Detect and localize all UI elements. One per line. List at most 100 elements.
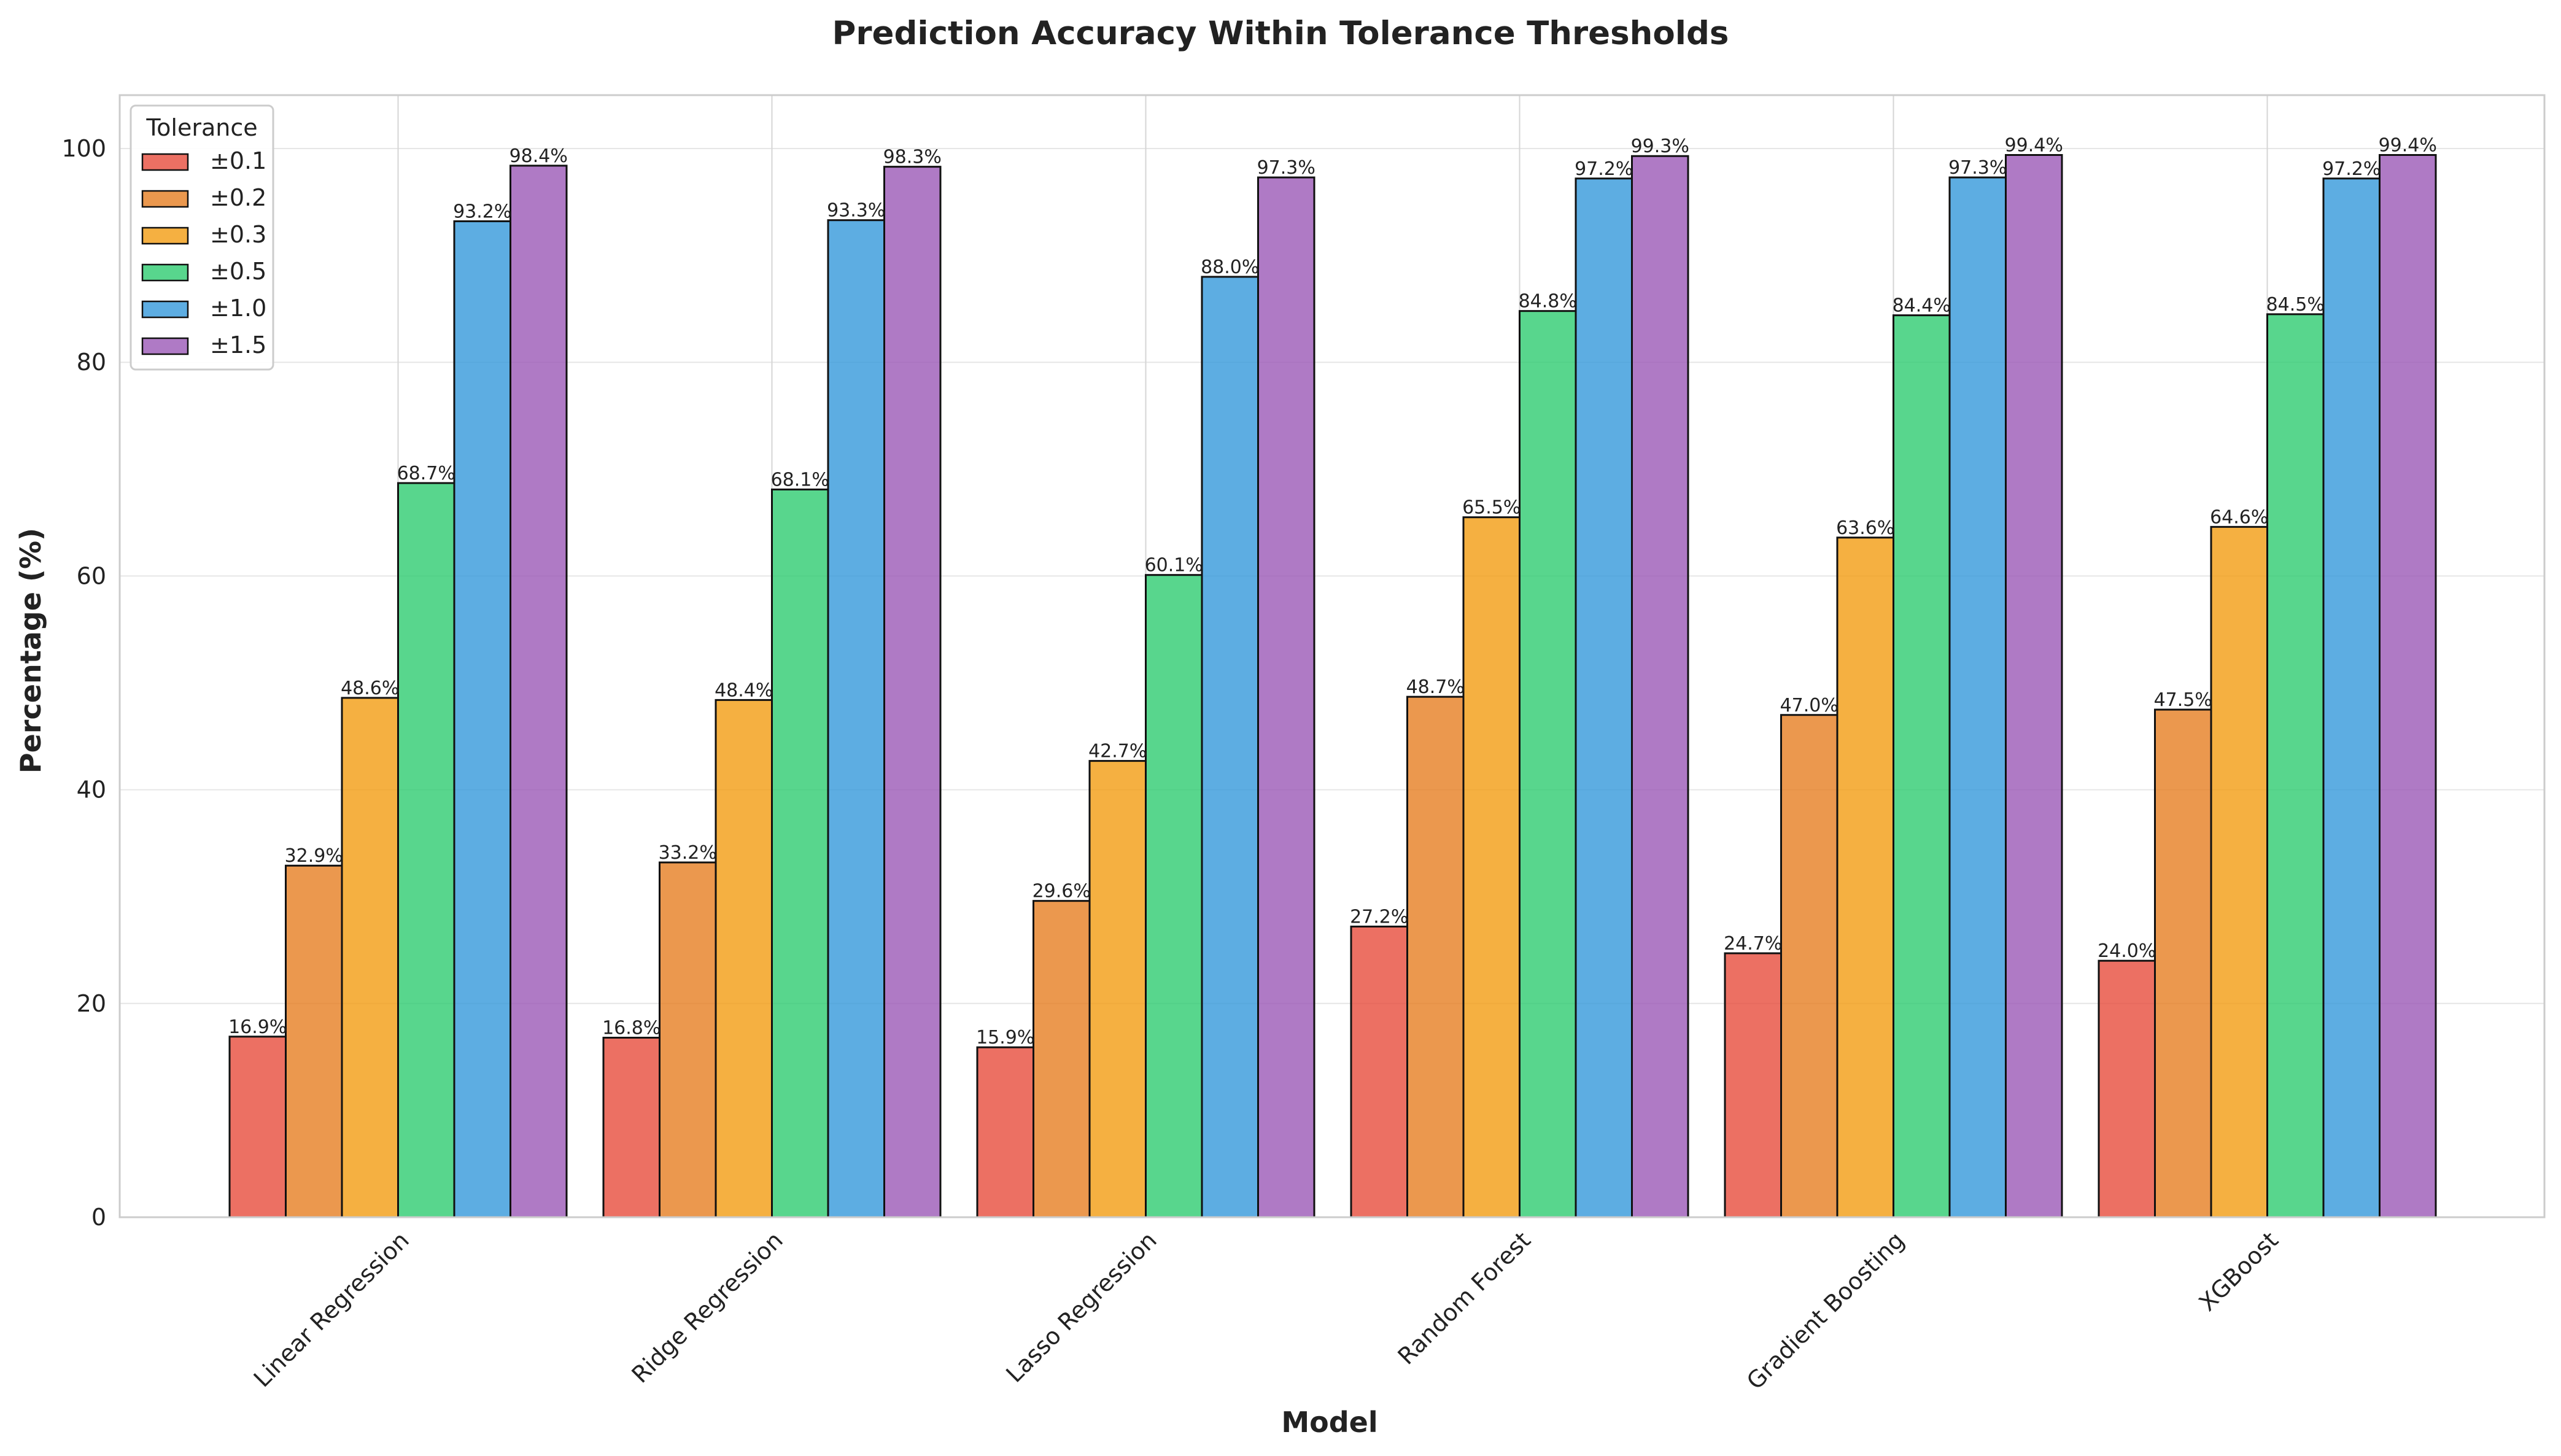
data-label-lasso-regression-3: 42.7%	[1088, 741, 1147, 762]
bar-xgboost-5	[2322, 177, 2381, 1218]
legend-label-6: ±1.5	[210, 331, 266, 358]
data-label-linear-regression-5: 93.2%	[453, 201, 511, 222]
bar-xgboost-1	[2098, 959, 2156, 1218]
bar-linear-regression-6	[509, 165, 568, 1218]
bar-linear-regression-5	[453, 220, 511, 1218]
data-label-lasso-regression-6: 97.3%	[1257, 157, 1315, 179]
bar-gradient-boosting-6	[2005, 153, 2063, 1218]
bar-gradient-boosting-5	[1948, 176, 2007, 1218]
legend-label-2: ±0.2	[210, 184, 266, 211]
bar-lasso-regression-1	[976, 1046, 1034, 1218]
data-label-random-forest-1: 27.2%	[1350, 906, 1408, 927]
legend-swatch-5	[141, 300, 189, 319]
data-label-lasso-regression-5: 88.0%	[1201, 257, 1259, 278]
bar-random-forest-3	[1462, 516, 1521, 1218]
legend: Tolerance ±0.1 ±0.2 ±0.3 ±0.5 ±1.0 ±1.5	[130, 104, 274, 371]
y-tick-label: 100	[61, 135, 106, 162]
legend-swatch-6	[141, 337, 189, 355]
bar-lasso-regression-6	[1257, 176, 1315, 1218]
bar-random-forest-5	[1575, 177, 1633, 1218]
legend-title: Tolerance	[145, 114, 257, 141]
bar-random-forest-4	[1519, 310, 1577, 1218]
data-label-linear-regression-3: 48.6%	[341, 678, 399, 699]
bar-ridge-regression-6	[883, 166, 942, 1218]
data-label-random-forest-4: 84.8%	[1519, 291, 1577, 312]
x-axis-label: Model	[1281, 1406, 1377, 1439]
bar-gradient-boosting-2	[1780, 714, 1838, 1218]
legend-swatch-4	[141, 263, 189, 282]
legend-swatch-1	[141, 153, 189, 171]
bar-random-forest-1	[1350, 925, 1408, 1218]
data-label-gradient-boosting-2: 47.0%	[1780, 695, 1838, 716]
y-tick-label: 60	[77, 562, 106, 589]
bar-linear-regression-2	[285, 864, 343, 1218]
y-tick-label: 0	[91, 1204, 106, 1231]
bar-ridge-regression-3	[715, 699, 773, 1218]
data-label-ridge-regression-2: 33.2%	[659, 842, 717, 864]
legend-label-3: ±0.3	[210, 221, 266, 248]
data-label-ridge-regression-4: 68.1%	[771, 469, 829, 490]
data-label-ridge-regression-5: 93.3%	[827, 200, 885, 222]
bar-ridge-regression-1	[602, 1037, 661, 1218]
data-labels: 16.9% 32.9% 48.6% 68.7% 93.2% 98.4% 16.8% 33.2%…	[228, 134, 2437, 1048]
data-label-gradient-boosting-1: 24.7%	[1724, 933, 1782, 955]
bar-lasso-regression-4	[1145, 574, 1203, 1218]
data-label-lasso-regression-2: 29.6%	[1033, 881, 1091, 902]
data-label-ridge-regression-3: 48.4%	[715, 680, 773, 701]
chart-title: Prediction Accuracy Within Tolerance Thr…	[832, 15, 1729, 52]
data-label-xgboost-6: 99.4%	[2379, 134, 2437, 156]
data-label-lasso-regression-4: 60.1%	[1145, 555, 1203, 576]
y-axis-label: Percentage (%)	[14, 528, 47, 773]
legend-label-1: ±0.1	[210, 147, 266, 174]
bar-xgboost-3	[2210, 525, 2268, 1218]
data-label-random-forest-5: 97.2%	[1575, 158, 1633, 180]
data-label-linear-regression-6: 98.4%	[509, 145, 568, 167]
data-label-gradient-boosting-4: 84.4%	[1893, 295, 1951, 317]
bar-xgboost-6	[2379, 153, 2437, 1218]
bar-gradient-boosting-1	[1724, 952, 1782, 1218]
bars	[228, 153, 2437, 1218]
bar-xgboost-2	[2154, 708, 2212, 1218]
bar-ridge-regression-4	[771, 488, 829, 1218]
bar-gradient-boosting-4	[1893, 314, 1951, 1218]
data-label-gradient-boosting-6: 99.4%	[2005, 134, 2063, 156]
bar-ridge-regression-5	[827, 219, 885, 1218]
bar-lasso-regression-5	[1201, 276, 1259, 1218]
data-label-linear-regression-2: 32.9%	[285, 845, 343, 867]
bar-gradient-boosting-3	[1836, 536, 1894, 1218]
legend-swatch-3	[141, 227, 189, 245]
legend-label-5: ±1.0	[210, 295, 266, 322]
data-label-ridge-regression-6: 98.3%	[883, 147, 942, 168]
y-tick-label: 80	[77, 349, 106, 376]
bar-lasso-regression-2	[1033, 900, 1091, 1218]
data-label-random-forest-3: 65.5%	[1462, 497, 1521, 519]
data-label-xgboost-4: 84.5%	[2266, 294, 2325, 316]
data-label-linear-regression-4: 68.7%	[397, 463, 455, 484]
plot-frame	[118, 94, 2546, 1218]
bar-linear-regression-4	[397, 482, 455, 1218]
data-label-lasso-regression-1: 15.9%	[976, 1027, 1034, 1048]
bar-lasso-regression-3	[1088, 760, 1147, 1218]
bar-linear-regression-3	[341, 697, 399, 1218]
bar-linear-regression-1	[228, 1036, 287, 1218]
data-label-linear-regression-1: 16.9%	[228, 1016, 287, 1038]
data-label-random-forest-6: 99.3%	[1631, 136, 1689, 157]
bar-random-forest-2	[1406, 695, 1465, 1218]
data-label-xgboost-1: 24.0%	[2098, 940, 2156, 962]
bar-xgboost-4	[2266, 313, 2325, 1218]
y-tick-label: 20	[77, 990, 106, 1017]
data-label-random-forest-2: 48.7%	[1406, 676, 1465, 698]
legend-swatch-2	[141, 190, 189, 208]
data-label-xgboost-2: 47.5%	[2154, 689, 2212, 711]
y-tick-label: 40	[77, 776, 106, 804]
legend-label-4: ±0.5	[210, 258, 266, 285]
data-label-gradient-boosting-5: 97.3%	[1948, 157, 2007, 179]
data-label-ridge-regression-1: 16.8%	[602, 1018, 661, 1039]
legend-items: ±0.1 ±0.2 ±0.3 ±0.5 ±1.0 ±1.5	[141, 147, 266, 358]
bar-random-forest-6	[1631, 155, 1689, 1218]
data-label-xgboost-5: 97.2%	[2322, 158, 2381, 180]
bar-ridge-regression-2	[659, 861, 717, 1218]
y-axis-ticks: 0 20 40 60 80 100	[61, 135, 106, 1231]
